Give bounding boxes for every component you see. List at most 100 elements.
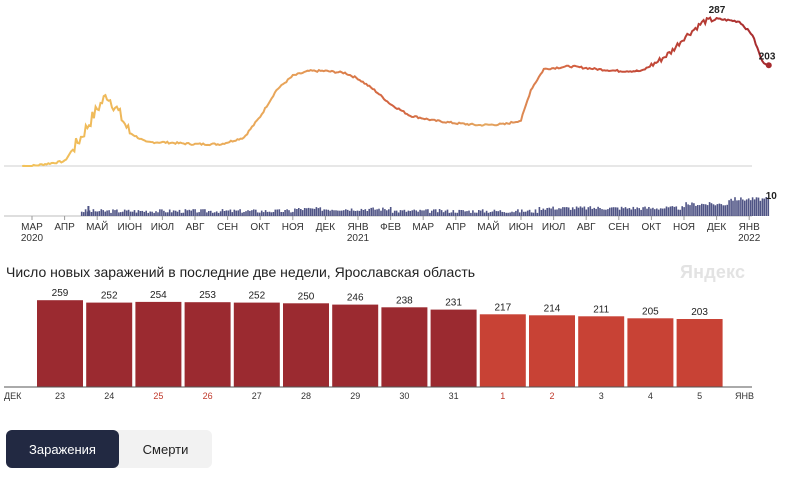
- deaths-bar: [609, 207, 611, 216]
- deaths-bar: [307, 207, 310, 216]
- deaths-bar: [589, 206, 592, 216]
- deaths-bar: [296, 209, 298, 216]
- deaths-bar: [583, 206, 586, 216]
- peak-value-label: 287: [709, 5, 726, 16]
- deaths-bar: [438, 209, 441, 216]
- deaths-bar: [548, 207, 550, 216]
- trend-end-dot: [765, 62, 772, 69]
- deaths-bar: [434, 209, 437, 216]
- bar-day-label: 23: [55, 391, 65, 401]
- bar-1[interactable]: [479, 314, 526, 387]
- bar-value-label: 259: [52, 288, 69, 299]
- deaths-bar: [587, 207, 590, 216]
- deaths-bar: [133, 210, 136, 216]
- deaths-bar: [382, 207, 384, 216]
- deaths-bar: [636, 207, 638, 216]
- deaths-bar: [354, 211, 357, 216]
- deaths-bar: [194, 209, 196, 216]
- deaths-bar: [346, 209, 349, 216]
- bar-4[interactable]: [627, 318, 674, 387]
- deaths-bar: [219, 211, 222, 216]
- deaths-bar: [98, 211, 101, 216]
- deaths-bar: [94, 211, 97, 216]
- bar-day-label: 28: [301, 391, 311, 401]
- deaths-bar: [167, 212, 169, 216]
- deaths-bar: [683, 207, 685, 216]
- deaths-bar: [697, 205, 699, 216]
- deaths-bar: [397, 212, 400, 216]
- deaths-bar: [204, 209, 206, 216]
- deaths-bar: [110, 212, 112, 216]
- deaths-bar: [472, 210, 474, 216]
- deaths-bar: [282, 212, 284, 216]
- deaths-bar: [759, 200, 762, 216]
- deaths-bar: [585, 209, 588, 216]
- deaths-button[interactable]: Смерти: [119, 430, 212, 468]
- deaths-bar: [231, 212, 234, 216]
- deaths-bar: [440, 210, 443, 216]
- deaths-bar: [358, 210, 361, 216]
- deaths-bar: [137, 210, 140, 216]
- deaths-bar: [135, 212, 138, 216]
- deaths-bar: [129, 211, 132, 216]
- deaths-bar: [691, 202, 693, 216]
- deaths-bar: [730, 198, 732, 216]
- deaths-bar: [270, 212, 273, 216]
- deaths-bar: [485, 210, 488, 216]
- bar-26[interactable]: [184, 302, 231, 387]
- deaths-bar: [415, 210, 417, 216]
- deaths-bar: [266, 211, 269, 216]
- deaths-bar: [665, 206, 668, 216]
- deaths-bar: [339, 210, 341, 216]
- deaths-bar: [671, 206, 674, 216]
- deaths-bar: [180, 212, 183, 216]
- deaths-bar: [206, 212, 208, 216]
- bar-5[interactable]: [676, 319, 723, 387]
- deaths-bar: [509, 212, 511, 216]
- bar-29[interactable]: [332, 304, 379, 387]
- deaths-bar: [481, 209, 484, 216]
- deaths-bar: [104, 211, 106, 216]
- deaths-bar: [278, 209, 281, 216]
- deaths-bar: [483, 212, 486, 216]
- deaths-bar: [538, 207, 541, 216]
- deaths-bar: [431, 210, 433, 216]
- deaths-bar: [368, 208, 370, 216]
- deaths-bar: [710, 203, 713, 216]
- deaths-bar: [757, 197, 760, 216]
- bar-2[interactable]: [529, 315, 575, 387]
- bar-30[interactable]: [381, 307, 428, 387]
- deaths-bar: [196, 212, 198, 216]
- deaths-bar: [87, 206, 90, 216]
- deaths-bar: [114, 210, 116, 216]
- month-tick-label: ИЮН: [118, 222, 143, 233]
- month-end-label: ЯНВ: [735, 391, 754, 401]
- deaths-bar: [744, 200, 746, 216]
- deaths-bar: [311, 208, 314, 216]
- year-tick-label: 2021: [347, 233, 370, 244]
- bar-day-label: 24: [104, 391, 114, 401]
- deaths-bar: [280, 212, 282, 216]
- bar-24[interactable]: [86, 302, 133, 387]
- deaths-bar: [168, 209, 171, 216]
- deaths-bar: [123, 209, 126, 216]
- deaths-bar: [450, 212, 453, 216]
- deaths-bar: [290, 212, 292, 216]
- deaths-bar: [442, 212, 445, 216]
- deaths-bar: [305, 208, 308, 216]
- deaths-bar: [384, 209, 386, 216]
- infections-button[interactable]: Заражения: [6, 430, 119, 468]
- deaths-bar: [352, 210, 355, 216]
- deaths-bar: [264, 210, 267, 216]
- deaths-bar: [650, 208, 652, 216]
- bar-25[interactable]: [135, 301, 182, 387]
- bar-3[interactable]: [578, 316, 625, 387]
- bar-31[interactable]: [430, 309, 477, 387]
- bar-27[interactable]: [233, 302, 280, 387]
- deaths-bar: [245, 211, 247, 216]
- deaths-bar: [699, 205, 701, 216]
- deaths-bar: [423, 210, 425, 216]
- bar-23[interactable]: [37, 300, 83, 387]
- bar-28[interactable]: [283, 303, 329, 388]
